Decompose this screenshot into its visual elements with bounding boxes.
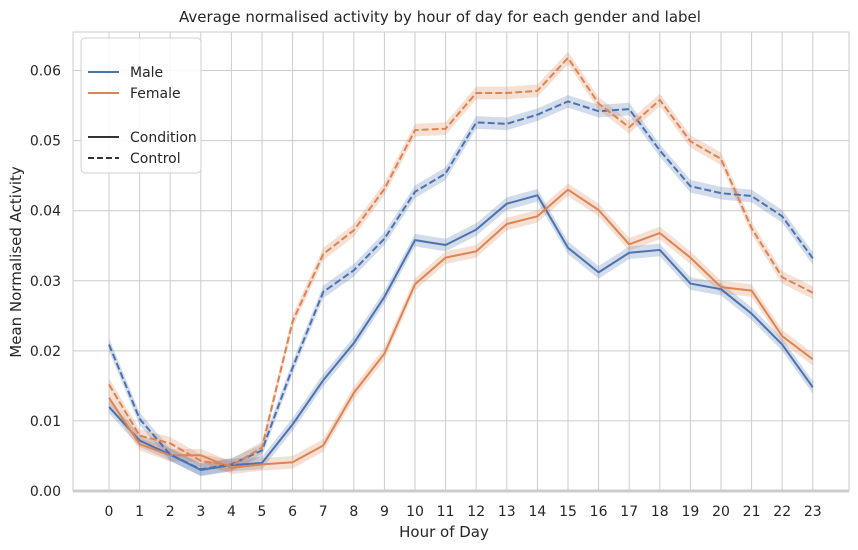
- x-tick-label: 5: [258, 504, 267, 520]
- x-tick-label: 9: [380, 504, 389, 520]
- y-tick-label: 0.04: [30, 204, 61, 220]
- legend-label: Female: [130, 86, 181, 102]
- x-tick-label: 17: [620, 504, 638, 520]
- y-tick-label: 0.06: [30, 64, 61, 80]
- x-tick-label: 18: [651, 504, 669, 520]
- y-tick-label: 0.02: [30, 344, 61, 360]
- legend-label: Control: [130, 151, 181, 167]
- y-tick-label: 0.00: [30, 484, 61, 500]
- x-axis-title: Hour of Day: [399, 523, 489, 541]
- x-tick-label: 12: [467, 504, 485, 520]
- x-tick-label: 0: [105, 504, 114, 520]
- x-tick-label: 2: [166, 504, 175, 520]
- x-tick-label: 11: [437, 504, 455, 520]
- plot-area: [72, 31, 850, 492]
- legend-label: Male: [130, 65, 163, 81]
- y-tick-label: 0.01: [30, 414, 61, 430]
- x-tick-label: 16: [590, 504, 608, 520]
- series-line: [108, 100, 814, 471]
- y-tick-label: 0.05: [30, 134, 61, 150]
- x-tick-label: 10: [406, 504, 424, 520]
- legend-label: Condition: [130, 130, 197, 146]
- x-tick-label: 8: [349, 504, 358, 520]
- x-tick-label: 1: [135, 504, 144, 520]
- legend: Male Female Condition Control: [80, 37, 202, 174]
- x-tick-label: 20: [712, 504, 730, 520]
- grid: [72, 31, 850, 492]
- x-tick-label: 22: [773, 504, 791, 520]
- y-axis-title: Mean Normalised Activity: [7, 166, 25, 358]
- x-tick-label: 19: [681, 504, 699, 520]
- x-tick-label: 4: [227, 504, 236, 520]
- x-tick-label: 21: [743, 504, 761, 520]
- x-tick-label: 6: [288, 504, 297, 520]
- y-tick-label: 0.03: [30, 274, 61, 290]
- series-lines: [108, 56, 814, 471]
- x-tick-label: 3: [196, 504, 205, 520]
- x-tick-label: 7: [319, 504, 328, 520]
- x-tick-label: 15: [559, 504, 577, 520]
- axes: 0 1 2 3 4 5 6 7 8 9 10 11 12 13 14 15 16 17 18 19 20 21 22 230.…: [30, 64, 849, 520]
- series-line: [108, 56, 814, 467]
- x-tick-label: 13: [498, 504, 516, 520]
- x-tick-label: 23: [804, 504, 822, 520]
- x-tick-label: 14: [528, 504, 546, 520]
- chart-title: Average normalised activity by hour of d…: [179, 8, 701, 26]
